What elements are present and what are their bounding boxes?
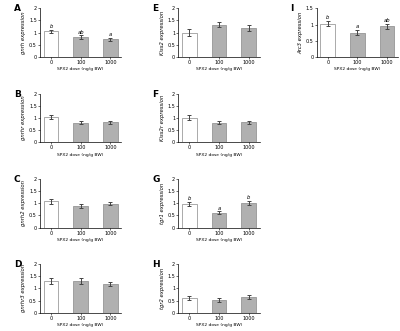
Bar (212, 123, 226, 142)
X-axis label: SPX2 dose (ng/g BW): SPX2 dose (ng/g BW) (334, 67, 380, 71)
Bar (241, 203, 256, 227)
Bar (44, 281, 58, 313)
Bar (44, 31, 58, 57)
Text: a: a (217, 206, 221, 211)
Text: a: a (356, 24, 359, 29)
Bar (212, 300, 226, 313)
Y-axis label: Kiss2 expression: Kiss2 expression (160, 11, 164, 55)
Text: A: A (14, 4, 21, 13)
Bar (241, 122, 256, 142)
X-axis label: SPX2 dose (ng/g BW): SPX2 dose (ng/g BW) (196, 153, 242, 157)
Text: a: a (109, 32, 112, 37)
Text: B: B (14, 90, 21, 99)
Text: H: H (152, 260, 160, 269)
X-axis label: SPX2 dose (ng/g BW): SPX2 dose (ng/g BW) (196, 67, 242, 71)
X-axis label: SPX2 dose (ng/g BW): SPX2 dose (ng/g BW) (196, 238, 242, 242)
Bar (212, 213, 226, 227)
Text: F: F (152, 90, 158, 99)
Bar (320, 24, 335, 57)
Bar (73, 206, 88, 227)
Y-axis label: tgr2 expression: tgr2 expression (160, 268, 164, 309)
Y-axis label: gnrhr expression: gnrhr expression (21, 96, 26, 140)
Text: I: I (290, 4, 294, 13)
Bar (380, 26, 394, 57)
Bar (44, 202, 58, 227)
Bar (350, 33, 365, 57)
X-axis label: SPX2 dose (ng/g BW): SPX2 dose (ng/g BW) (58, 67, 104, 71)
Y-axis label: gnrh2 expression: gnrh2 expression (21, 180, 26, 226)
Bar (73, 123, 88, 142)
Y-axis label: Kiss2r expression: Kiss2r expression (160, 95, 164, 141)
Text: E: E (152, 4, 158, 13)
Text: ab: ab (384, 18, 390, 23)
Y-axis label: Arc3 expression: Arc3 expression (298, 12, 303, 54)
Text: G: G (152, 175, 160, 184)
X-axis label: SPX2 dose (ng/g BW): SPX2 dose (ng/g BW) (58, 153, 104, 157)
Bar (73, 37, 88, 57)
Text: ab: ab (77, 29, 84, 34)
Text: b: b (326, 15, 330, 20)
Bar (182, 204, 197, 227)
Bar (103, 39, 118, 57)
Bar (44, 117, 58, 142)
X-axis label: SPX2 dose (ng/g BW): SPX2 dose (ng/g BW) (58, 323, 104, 327)
Y-axis label: tgr1 expression: tgr1 expression (160, 182, 164, 224)
Bar (241, 297, 256, 313)
X-axis label: SPX2 dose (ng/g BW): SPX2 dose (ng/g BW) (196, 323, 242, 327)
X-axis label: SPX2 dose (ng/g BW): SPX2 dose (ng/g BW) (58, 238, 104, 242)
Bar (103, 122, 118, 142)
Bar (103, 204, 118, 227)
Y-axis label: gnrh expression: gnrh expression (21, 11, 26, 54)
Bar (182, 118, 197, 142)
Bar (212, 25, 226, 57)
Bar (241, 28, 256, 57)
Text: C: C (14, 175, 20, 184)
Text: b: b (247, 195, 250, 200)
Bar (182, 298, 197, 313)
Bar (182, 33, 197, 57)
Text: b: b (188, 196, 191, 201)
Bar (73, 281, 88, 313)
Text: D: D (14, 260, 22, 269)
Bar (103, 284, 118, 313)
Text: b: b (50, 24, 53, 29)
Y-axis label: gnrhr3 expression: gnrhr3 expression (21, 264, 26, 312)
